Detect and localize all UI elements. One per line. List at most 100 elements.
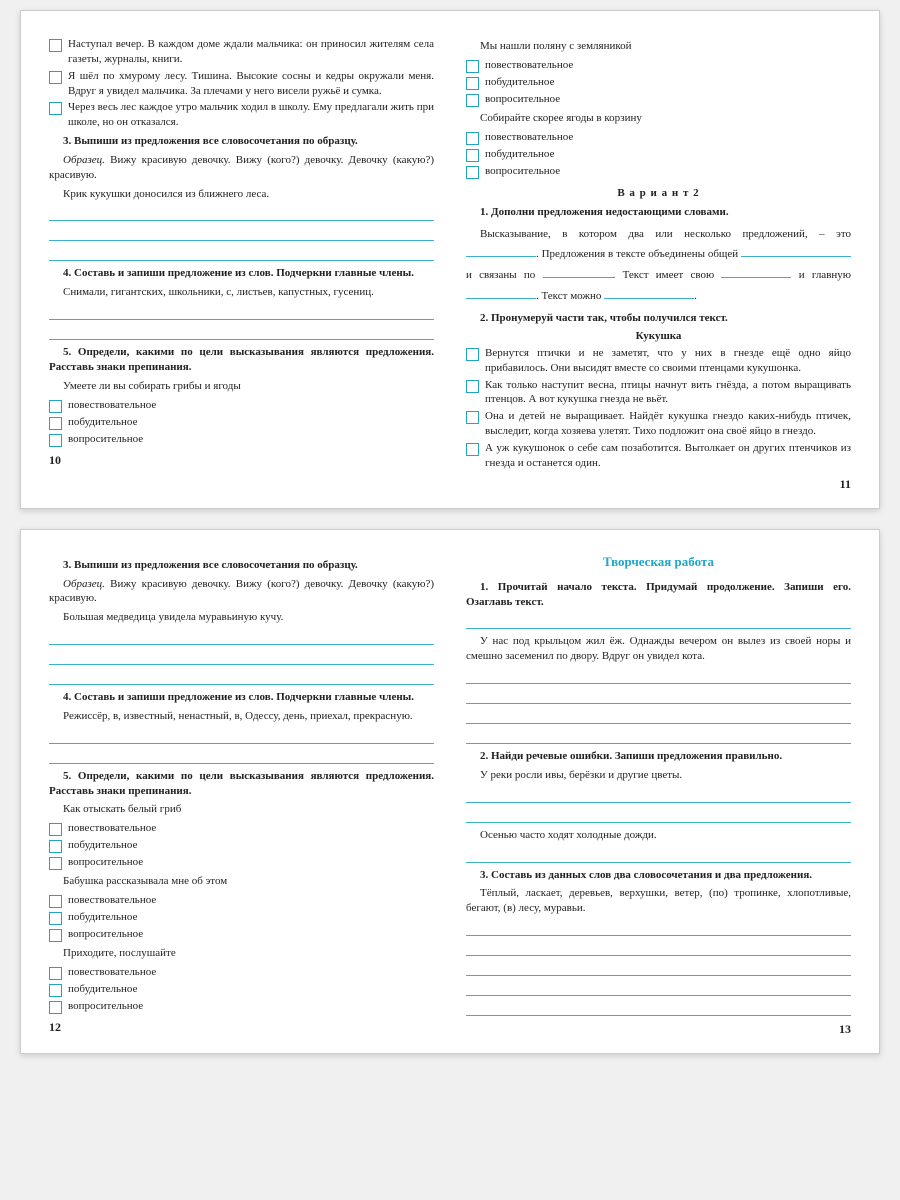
checkbox-icon[interactable]: [466, 77, 479, 90]
sentence: Как отыскать белый гриб: [49, 802, 434, 817]
write-line[interactable]: [466, 669, 851, 684]
write-line[interactable]: [466, 729, 851, 744]
option-label: вопросительное: [68, 999, 434, 1014]
para-text: Как только наступит весна, птицы начнут …: [485, 378, 851, 408]
write-line[interactable]: [466, 848, 851, 863]
checkbox-icon[interactable]: [49, 1001, 62, 1014]
checkbox-icon[interactable]: [466, 149, 479, 162]
checkbox-icon[interactable]: [49, 102, 62, 115]
write-line[interactable]: [49, 246, 434, 261]
option-row: побудительное: [466, 147, 851, 162]
write-line[interactable]: [49, 226, 434, 241]
write-line[interactable]: [466, 614, 851, 629]
sample: Образец. Вижу красивую девочку. Вижу (ко…: [49, 577, 434, 607]
write-line[interactable]: [49, 630, 434, 645]
task-text: Выпиши из предложения все словосочетания…: [74, 135, 358, 147]
sentence: Большая медведица увидела муравьиную куч…: [49, 610, 434, 625]
write-line[interactable]: [466, 981, 851, 996]
checkbox-icon[interactable]: [466, 443, 479, 456]
checkbox-icon[interactable]: [466, 166, 479, 179]
checkbox-para: А уж кукушонок о себе сам позаботится. В…: [466, 441, 851, 471]
checkbox-icon[interactable]: [466, 380, 479, 393]
checkbox-icon[interactable]: [466, 94, 479, 107]
blank-line[interactable]: [466, 246, 536, 257]
checkbox-icon[interactable]: [49, 840, 62, 853]
option-row: повествовательное: [466, 58, 851, 73]
write-line[interactable]: [466, 921, 851, 936]
page-number: 11: [466, 477, 851, 492]
checkbox-icon[interactable]: [49, 71, 62, 84]
blank-line[interactable]: [604, 288, 694, 299]
page-11: Мы нашли поляну с земляникой повествоват…: [466, 35, 851, 492]
task-num: 3.: [63, 559, 71, 571]
write-line[interactable]: [466, 788, 851, 803]
option-row: побудительное: [466, 75, 851, 90]
task-3: 3. Выпиши из предложения все словосочета…: [49, 134, 434, 149]
option-label: вопросительное: [485, 164, 851, 179]
blank-line[interactable]: [741, 246, 851, 257]
checkbox-icon[interactable]: [466, 60, 479, 73]
checkbox-icon[interactable]: [466, 411, 479, 424]
task-num: 4.: [63, 691, 71, 703]
write-line[interactable]: [466, 941, 851, 956]
blank-line[interactable]: [466, 288, 536, 299]
checkbox-icon[interactable]: [49, 929, 62, 942]
write-line[interactable]: [49, 650, 434, 665]
task-text: Найди речевые ошибки. Запиши предложения…: [491, 750, 782, 762]
checkbox-icon[interactable]: [49, 967, 62, 980]
option-row: повествовательное: [466, 130, 851, 145]
task-text: Пронумеруй части так, чтобы получился те…: [491, 312, 728, 324]
variant-heading: В а р и а н т 2: [466, 187, 851, 199]
checkbox-icon[interactable]: [466, 348, 479, 361]
option-label: побудительное: [68, 982, 434, 997]
write-line[interactable]: [466, 1001, 851, 1016]
checkbox-icon[interactable]: [49, 984, 62, 997]
task-text: Составь из данных слов два словосочетани…: [491, 869, 812, 881]
option-row: побудительное: [49, 910, 434, 925]
words: Тёплый, ласкает, деревьев, верхушки, вет…: [466, 886, 851, 916]
checkbox-icon[interactable]: [49, 895, 62, 908]
blank-line[interactable]: [721, 267, 791, 278]
task-num: 2.: [480, 312, 488, 324]
task-4: 4. Составь и запиши предложение из слов.…: [49, 266, 434, 281]
task-2: 2. Пронумеруй части так, чтобы получился…: [466, 311, 851, 326]
checkbox-para: Наступал вечер. В каждом доме ждали маль…: [49, 37, 434, 67]
option-label: побудительное: [485, 147, 851, 162]
checkbox-icon[interactable]: [49, 857, 62, 870]
task-text: Определи, какими по цели высказывания яв…: [49, 770, 434, 797]
option-row: побудительное: [49, 838, 434, 853]
fill-text: Высказывание, в котором два или нескольк…: [466, 224, 851, 308]
checkbox-icon[interactable]: [49, 39, 62, 52]
option-row: вопросительное: [49, 999, 434, 1014]
option-row: повествовательное: [49, 398, 434, 413]
sentence: Осенью часто ходят холодные дожди.: [466, 828, 851, 843]
fill-part: . Текст можно: [536, 290, 604, 302]
write-line[interactable]: [49, 325, 434, 340]
write-line[interactable]: [466, 689, 851, 704]
fill-part: Высказывание, в котором два или нескольк…: [480, 228, 851, 240]
option-label: вопросительное: [68, 855, 434, 870]
write-line[interactable]: [49, 729, 434, 744]
checkbox-icon[interactable]: [49, 434, 62, 447]
write-line[interactable]: [49, 305, 434, 320]
write-line[interactable]: [49, 206, 434, 221]
sentence: У реки росли ивы, берёзки и другие цветы…: [466, 768, 851, 783]
task-4: 4. Составь и запиши предложение из слов.…: [49, 690, 434, 705]
checkbox-icon[interactable]: [49, 823, 62, 836]
write-line[interactable]: [466, 961, 851, 976]
write-line[interactable]: [49, 749, 434, 764]
checkbox-icon[interactable]: [49, 417, 62, 430]
option-label: повествовательное: [485, 58, 851, 73]
checkbox-icon[interactable]: [49, 400, 62, 413]
blank-line[interactable]: [543, 267, 613, 278]
option-row: побудительное: [49, 982, 434, 997]
checkbox-icon[interactable]: [49, 912, 62, 925]
write-line[interactable]: [466, 709, 851, 724]
checkbox-icon[interactable]: [466, 132, 479, 145]
write-line[interactable]: [466, 808, 851, 823]
option-label: побудительное: [485, 75, 851, 90]
write-line[interactable]: [49, 670, 434, 685]
sentence: Приходите, послушайте: [49, 946, 434, 961]
task-text: Прочитай начало текста. Придумай продолж…: [466, 581, 851, 608]
option-row: повествовательное: [49, 965, 434, 980]
